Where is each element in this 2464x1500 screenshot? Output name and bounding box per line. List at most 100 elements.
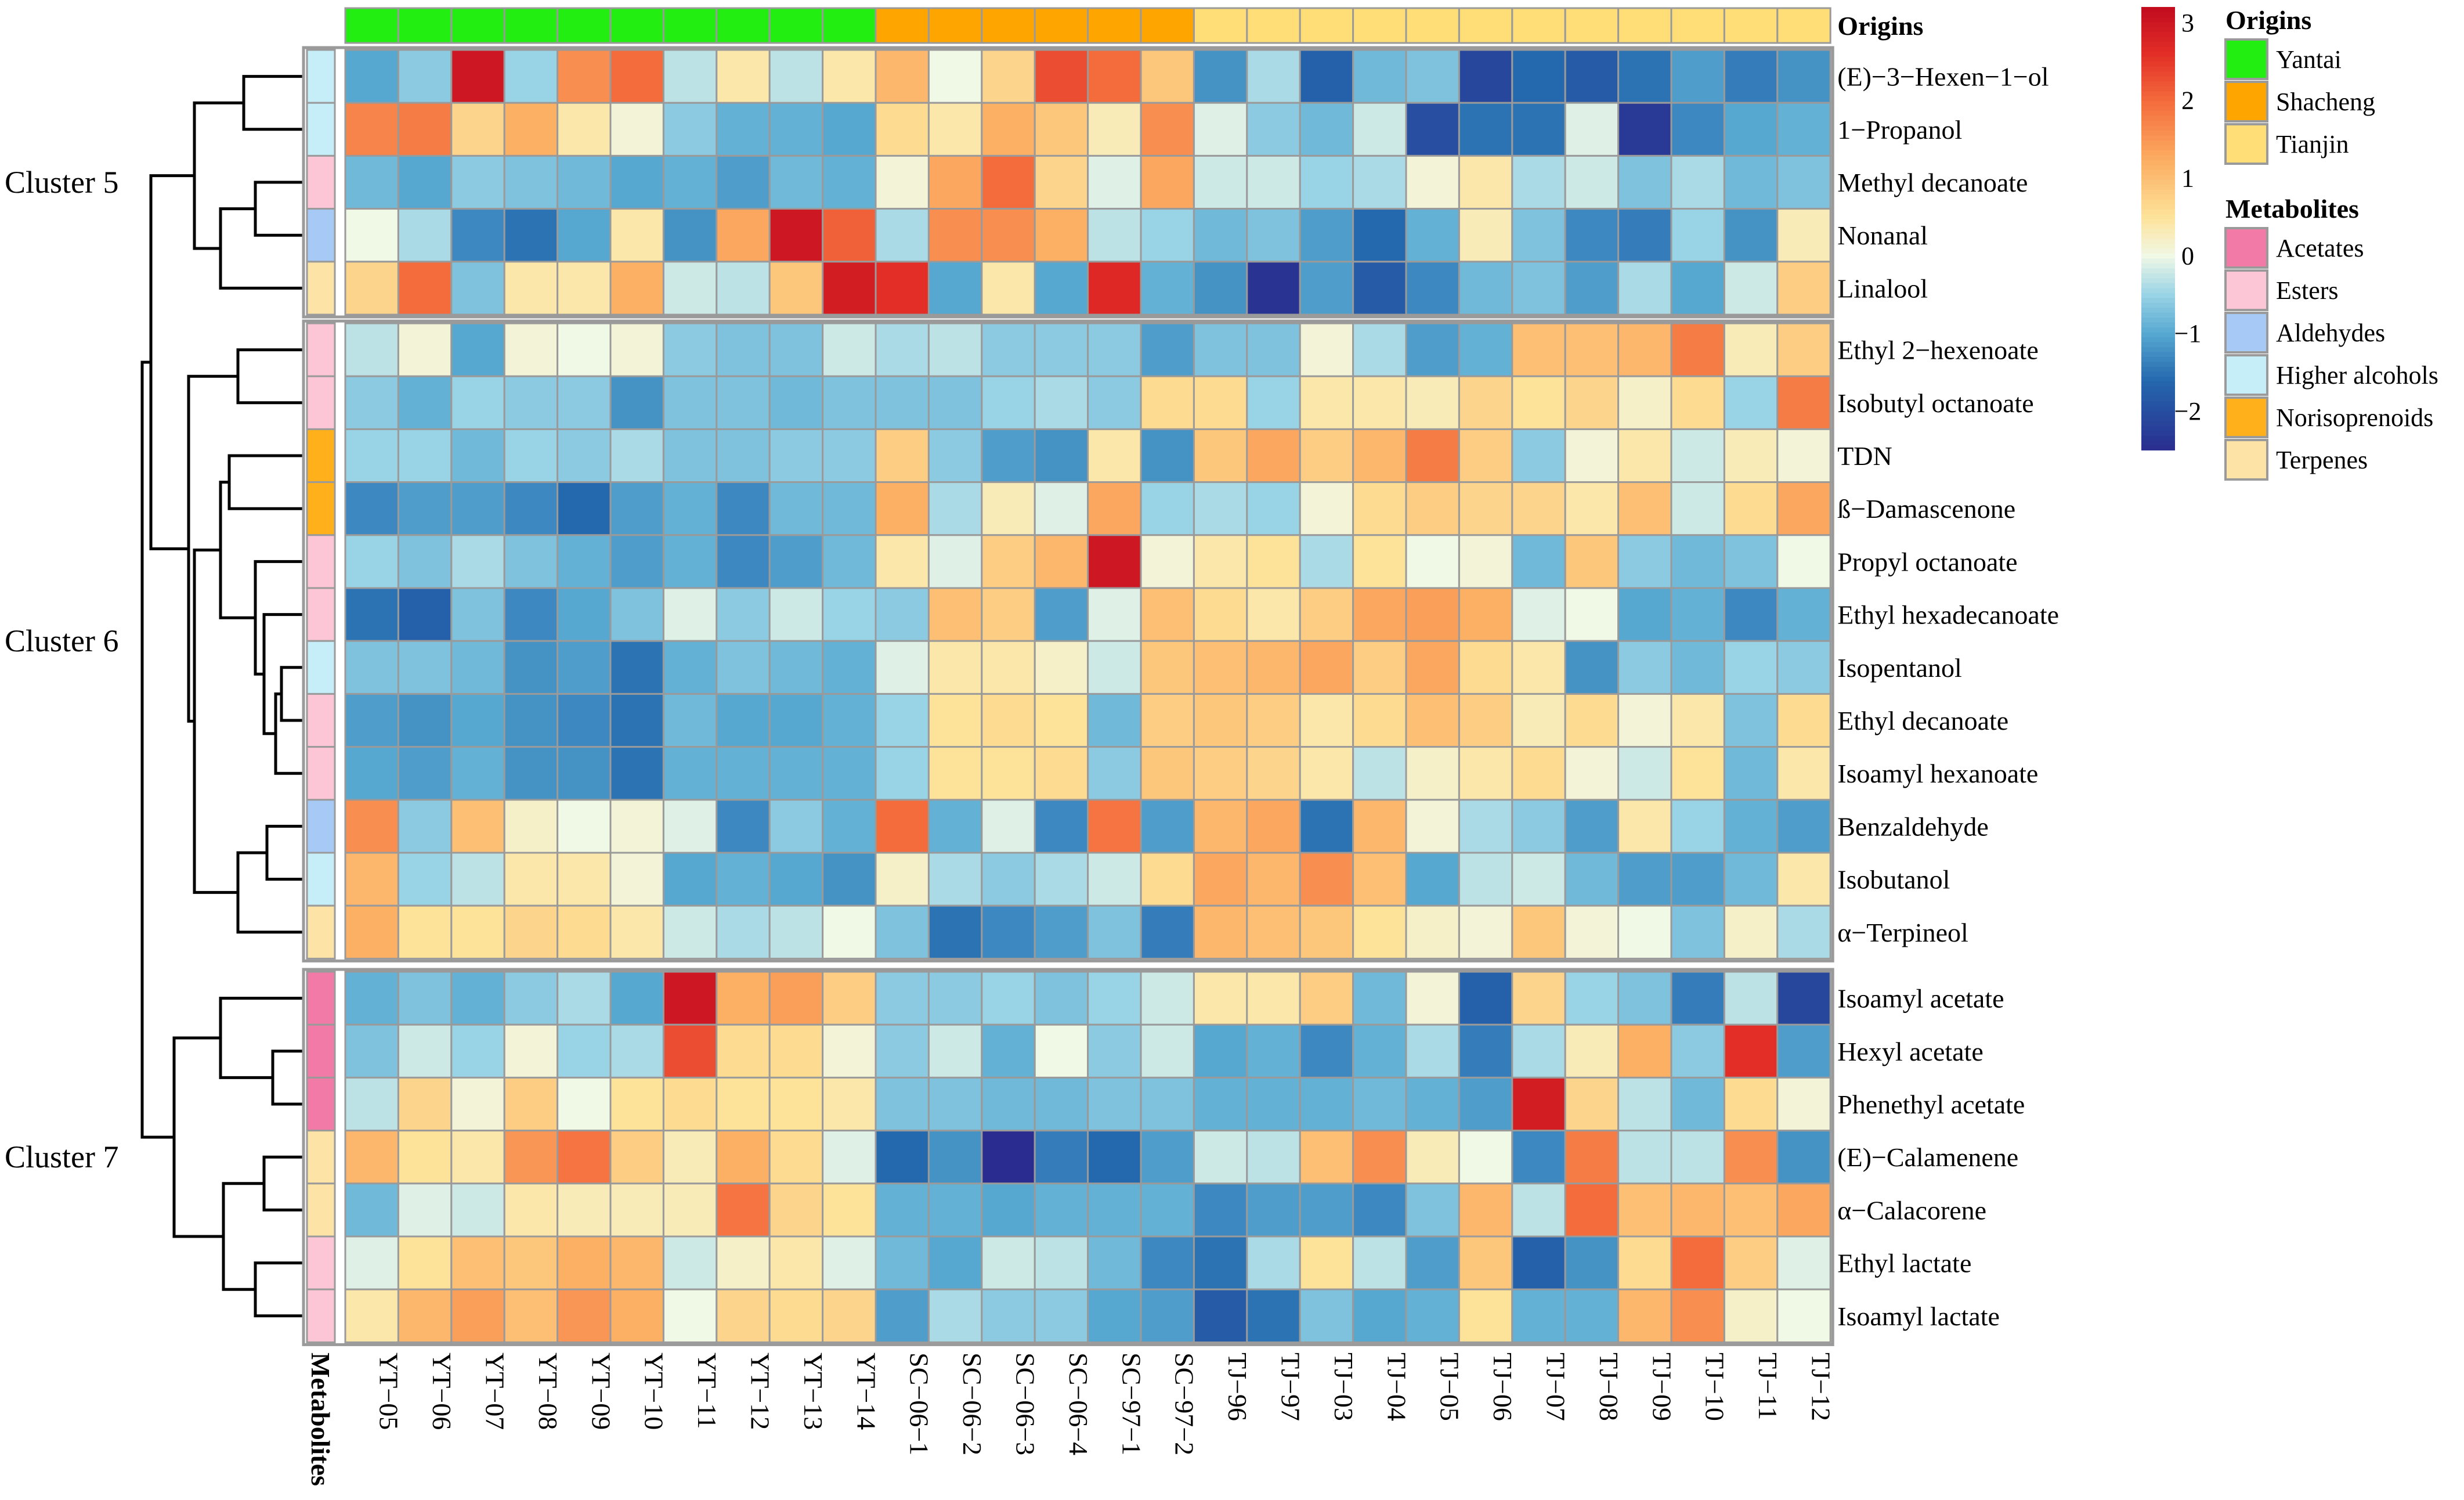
heatmap-cell — [1670, 693, 1725, 748]
heatmap-cell — [1352, 1023, 1407, 1079]
heatmap-cell — [609, 746, 664, 801]
heatmap-cell — [875, 971, 930, 1026]
metabolite-annotation-cell — [306, 799, 336, 854]
heatmap-cell — [662, 428, 718, 484]
heatmap-cell — [662, 1235, 718, 1290]
metabolite-annotation-bar — [306, 49, 336, 1343]
heatmap-cell — [716, 799, 771, 854]
heatmap-cell — [1299, 208, 1354, 263]
heatmap-cell — [1670, 587, 1725, 642]
heatmap-cell — [1193, 428, 1248, 484]
heatmap-cell — [1299, 799, 1354, 854]
heatmap-cell — [1246, 852, 1301, 907]
row-label-13: Ethyl decanoate — [1837, 706, 2008, 735]
heatmap-cell — [1458, 428, 1513, 484]
heatmap-cell — [1670, 852, 1725, 907]
metabolite-annotation-cell — [306, 428, 336, 484]
origin-annotation-cell — [1246, 7, 1301, 44]
dendrogram-link — [280, 666, 304, 722]
heatmap-cell — [768, 640, 824, 695]
heatmap-cell — [1087, 1235, 1142, 1290]
metabolite-annotation-cell — [306, 102, 336, 157]
heatmap-cell — [768, 693, 824, 748]
heatmap-cell — [1246, 428, 1301, 484]
heatmap-cell — [716, 49, 771, 104]
legend-label-yantai: Yantai — [2276, 45, 2342, 74]
metabolite-annotation-cell — [306, 693, 336, 748]
heatmap-cell — [609, 102, 664, 157]
heatmap-cell — [1564, 1288, 1620, 1343]
heatmap-cell — [344, 1182, 399, 1238]
heatmap-cell — [822, 154, 877, 210]
heatmap-cell — [822, 481, 877, 536]
heatmap-cell — [1776, 1130, 1831, 1185]
column-label: TJ−07 — [1541, 1353, 1571, 1421]
heatmap-cell — [450, 154, 505, 210]
heatmap-cell — [716, 693, 771, 748]
origin-annotation-cell — [1193, 7, 1248, 44]
heatmap-cell — [1564, 1130, 1620, 1185]
heatmap-cell — [1087, 971, 1142, 1026]
origin-annotation-cell — [716, 7, 771, 44]
heatmap-cell — [557, 261, 612, 316]
heatmap-cell — [557, 1288, 612, 1343]
heatmap-cell — [1723, 154, 1779, 210]
heatmap-cell — [1564, 904, 1620, 960]
heatmap-cell — [1458, 1288, 1513, 1343]
heatmap-cell — [450, 1235, 505, 1290]
heatmap-cell — [557, 102, 612, 157]
heatmap-cell — [1352, 322, 1407, 377]
heatmap-cell — [1193, 1130, 1248, 1185]
metabolite-annotation-cell — [306, 261, 336, 316]
heatmap-cell — [1458, 1235, 1513, 1290]
heatmap-cell — [1511, 904, 1566, 960]
origin-annotation-bar — [344, 7, 1831, 44]
heatmap-cell — [503, 261, 559, 316]
heatmap-cell — [1087, 208, 1142, 263]
color-scale-tick-label: −2 — [2174, 397, 2202, 426]
heatmap-cell — [1246, 971, 1301, 1026]
heatmap-cell — [1617, 1182, 1672, 1238]
heatmap-cell — [822, 1076, 877, 1132]
origin-annotation-cell — [1405, 7, 1460, 44]
heatmap-cell — [1776, 640, 1831, 695]
heatmap-cell — [450, 1182, 505, 1238]
metabolite-annotation-cell — [306, 1288, 336, 1343]
heatmap-cell — [1352, 428, 1407, 484]
color-scale-segment — [2141, 174, 2175, 180]
heatmap-cell — [927, 428, 983, 484]
heatmap-cell — [1458, 693, 1513, 748]
heatmap-cell — [1776, 852, 1831, 907]
heatmap-cell — [1034, 534, 1089, 589]
heatmap-cell — [1299, 322, 1354, 377]
heatmap-cell — [609, 208, 664, 263]
column-label: SC−06−2 — [958, 1353, 987, 1455]
heatmap-cell — [609, 481, 664, 536]
heatmap-cell — [344, 154, 399, 210]
heatmap-cell — [450, 1023, 505, 1079]
heatmap-cell — [822, 1235, 877, 1290]
heatmap-cell — [662, 261, 718, 316]
heatmap-cell — [1299, 971, 1354, 1026]
color-scale-segment — [2141, 258, 2175, 264]
heatmap-cell — [1034, 971, 1089, 1026]
heatmap-cell — [1511, 746, 1566, 801]
heatmap-cell — [1511, 102, 1566, 157]
origin-annotation-cell — [1723, 7, 1779, 44]
heatmap-cell — [927, 208, 983, 263]
heatmap-cell — [1405, 904, 1460, 960]
heatmap-cell — [875, 481, 930, 536]
color-scale-segment — [2141, 385, 2175, 392]
heatmap-cell — [1140, 208, 1195, 263]
column-label: SC−06−3 — [1011, 1353, 1040, 1455]
heatmap-cell — [1670, 322, 1725, 377]
heatmap-cell — [1458, 799, 1513, 854]
heatmap-cell — [822, 971, 877, 1026]
heatmap-cell — [716, 746, 771, 801]
heatmap-cell — [981, 587, 1036, 642]
heatmap-cell — [1511, 799, 1566, 854]
color-scale-segment — [2141, 440, 2175, 446]
origin-annotation-cell — [822, 7, 877, 44]
heatmap-cell — [557, 640, 612, 695]
origin-annotation-cell — [1511, 7, 1566, 44]
